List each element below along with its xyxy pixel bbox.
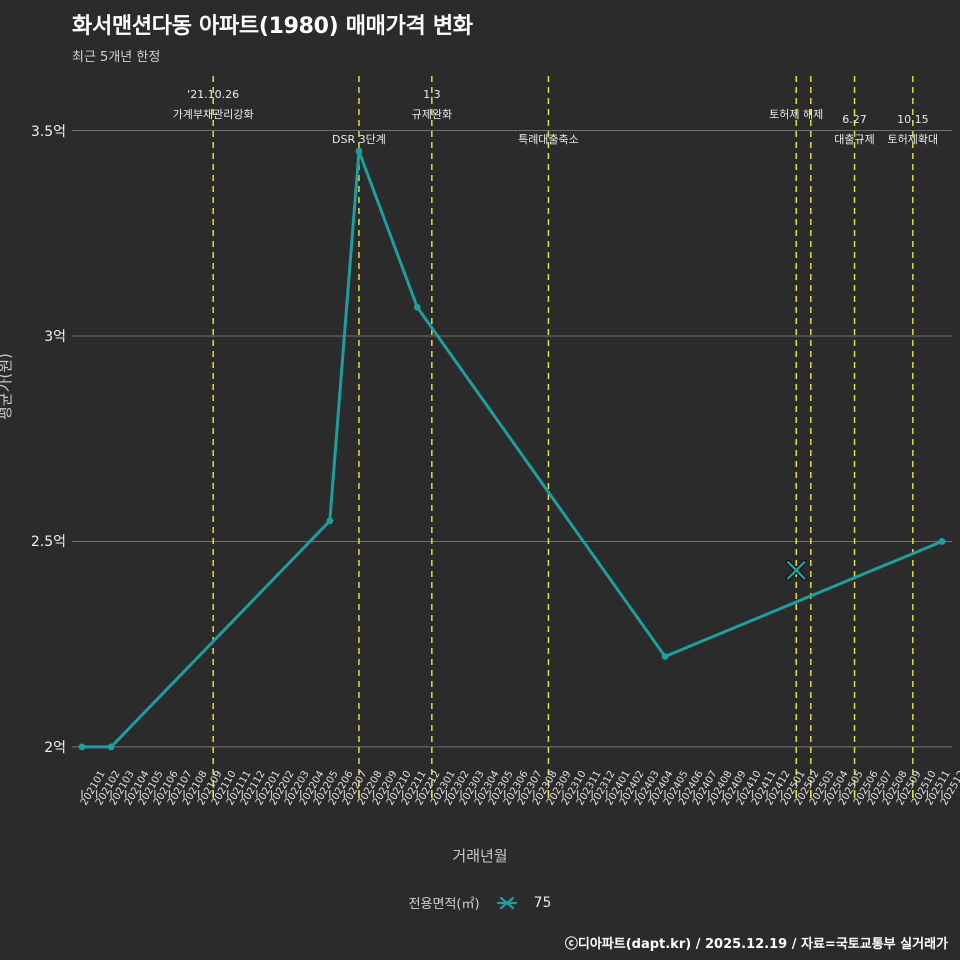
event-name-label: 특례대출축소 [518, 133, 579, 146]
event-name-label: 대출규제 [834, 133, 875, 146]
chart-legend: 전용면적(㎡) 75 [0, 893, 960, 913]
page-title: 화서맨션다동 아파트(1980) 매매가격 변화 [72, 14, 473, 39]
event-name-label: 가계부채관리강화 [172, 108, 254, 121]
series-line-75[interactable] [78, 147, 946, 751]
event-name-label: 토허제 해제 [769, 108, 824, 121]
event-date-label: 6.27 [842, 113, 867, 126]
gridlines [72, 130, 952, 748]
event-name-label: DSR 3단계 [332, 133, 386, 146]
event-date-label: 1.3 [423, 88, 441, 101]
x-marker-icon [494, 895, 520, 911]
event-date-label: '21.10.26 [187, 88, 240, 101]
cursor-marker [785, 559, 807, 581]
x-tick-marks [81, 790, 943, 798]
legend-title: 전용면적(㎡) [408, 897, 480, 912]
footer-credit: ⓒ디아파트(dapt.kr) / 2025.12.19 / 자료=국토교통부 실… [564, 937, 948, 952]
y-tick-label: 2억 [44, 739, 66, 756]
event-name-label: 토허제확대 [887, 133, 939, 146]
y-tick-label: 3억 [44, 329, 66, 345]
chart-subtitle: 최근 5개년 한정 [72, 50, 161, 65]
event-vertical-lines [212, 76, 914, 788]
event-name-label: 규제완화 [411, 108, 453, 121]
y-tick-label: 2.5억 [30, 534, 66, 551]
chart-header: 화서맨션다동 아파트(1980) 매매가격 변화 최근 5개년 한정 [72, 8, 473, 65]
x-axis-title: 거래년월 [452, 847, 508, 865]
y-axis-title: 평균가(원) [0, 353, 14, 420]
legend-value: 75 [533, 894, 552, 911]
event-date-label: 10.15 [897, 113, 929, 126]
y-tick-label: 3.5억 [30, 123, 66, 140]
